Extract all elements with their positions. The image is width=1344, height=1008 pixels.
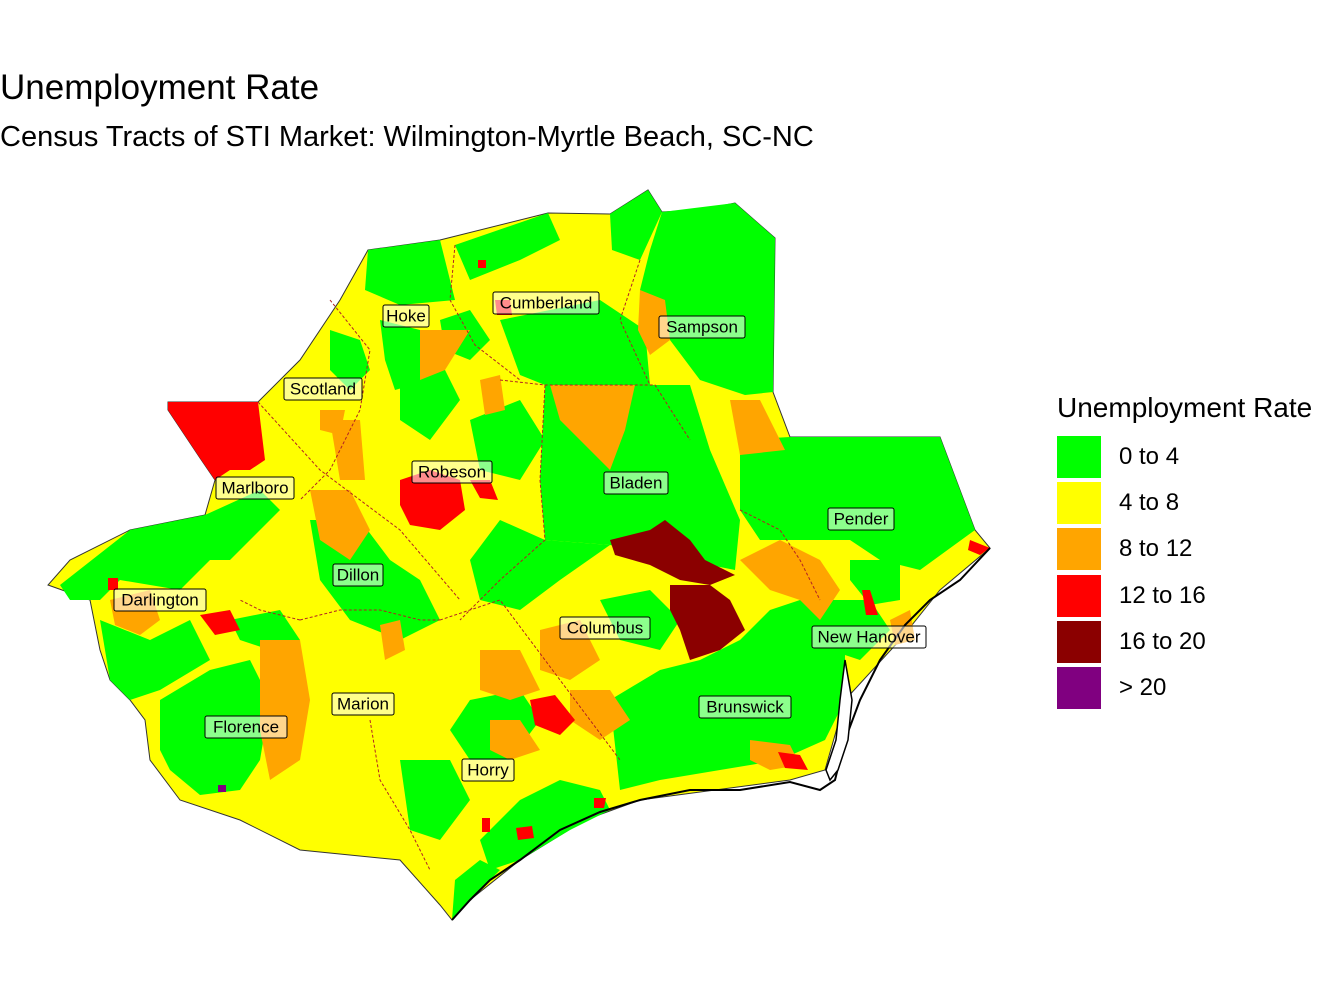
county-label-scotland: Scotland xyxy=(283,377,363,401)
map-subtitle: Census Tracts of STI Market: Wilmington-… xyxy=(0,121,814,153)
county-label-robeson: Robeson xyxy=(411,460,493,484)
legend-item-over-20: > 20 xyxy=(1057,665,1344,711)
svg-text:Sampson: Sampson xyxy=(666,318,738,337)
county-label-darlington: Darlington xyxy=(113,588,207,612)
legend-swatch xyxy=(1057,667,1101,710)
tracts-16-to-20 xyxy=(610,520,745,660)
svg-text:Pender: Pender xyxy=(834,510,889,529)
legend-swatch xyxy=(1057,436,1101,479)
svg-text:New Hanover: New Hanover xyxy=(818,628,921,647)
county-boundaries xyxy=(239,244,821,871)
choropleth-map: Hoke Cumberland Sampson Scotland Robeson… xyxy=(47,189,991,921)
county-label-bladen: Bladen xyxy=(603,471,669,495)
legend-label: 4 to 8 xyxy=(1119,489,1180,517)
tracts-8-to-12 xyxy=(110,290,915,780)
tracts-over-20 xyxy=(218,785,226,792)
county-label-marlboro: Marlboro xyxy=(215,476,295,500)
legend-label: > 20 xyxy=(1119,674,1167,702)
county-label-marion: Marion xyxy=(331,692,395,716)
county-label-hoke: Hoke xyxy=(382,304,430,328)
legend-swatch xyxy=(1057,620,1101,663)
county-label-dillon: Dillon xyxy=(332,563,384,587)
county-label-cumberland: Cumberland xyxy=(492,291,600,315)
legend-label: 0 to 4 xyxy=(1119,443,1180,471)
svg-text:Cumberland: Cumberland xyxy=(500,294,593,313)
legend-swatch xyxy=(1057,482,1101,525)
legend-item-12-to-16: 12 to 16 xyxy=(1057,573,1344,619)
legend: Unemployment Rate 0 to 4 4 to 8 8 to 12 … xyxy=(1057,390,1344,711)
map-title: Unemployment Rate xyxy=(0,68,320,107)
tracts-0-to-4 xyxy=(60,190,975,920)
legend-item-0-to-4: 0 to 4 xyxy=(1057,434,1344,480)
svg-text:Columbus: Columbus xyxy=(567,619,644,638)
county-label-new-hanover: New Hanover xyxy=(811,625,927,649)
legend-title: Unemployment Rate xyxy=(1057,392,1313,423)
legend-label: 16 to 20 xyxy=(1119,627,1206,655)
legend-swatch xyxy=(1057,574,1101,617)
county-label-brunswick: Brunswick xyxy=(698,695,792,719)
legend-item-4-to-8: 4 to 8 xyxy=(1057,480,1344,526)
svg-text:Scotland: Scotland xyxy=(290,380,356,399)
county-label-pender: Pender xyxy=(827,507,895,531)
svg-text:Robeson: Robeson xyxy=(418,463,486,482)
svg-text:Brunswick: Brunswick xyxy=(706,698,784,717)
svg-text:Marion: Marion xyxy=(337,695,389,714)
county-label-columbus: Columbus xyxy=(559,616,651,640)
svg-text:Marlboro: Marlboro xyxy=(221,479,288,498)
svg-text:Hoke: Hoke xyxy=(386,307,426,326)
legend-label: 8 to 12 xyxy=(1119,535,1193,563)
county-label-horry: Horry xyxy=(461,758,515,782)
svg-text:Dillon: Dillon xyxy=(337,566,380,585)
legend-item-16-to-20: 16 to 20 xyxy=(1057,619,1344,665)
county-label-florence: Florence xyxy=(204,715,288,739)
svg-text:Darlington: Darlington xyxy=(121,591,199,610)
legend-item-8-to-12: 8 to 12 xyxy=(1057,526,1344,572)
barrier-island xyxy=(825,659,853,782)
county-label-sampson: Sampson xyxy=(658,315,746,339)
svg-text:Bladen: Bladen xyxy=(610,474,663,493)
legend-label: 12 to 16 xyxy=(1119,581,1206,609)
svg-text:Florence: Florence xyxy=(213,718,279,737)
tracts-12-to-16 xyxy=(108,260,990,840)
svg-text:Horry: Horry xyxy=(467,761,509,780)
coastline xyxy=(451,547,991,921)
legend-swatch xyxy=(1057,528,1101,571)
